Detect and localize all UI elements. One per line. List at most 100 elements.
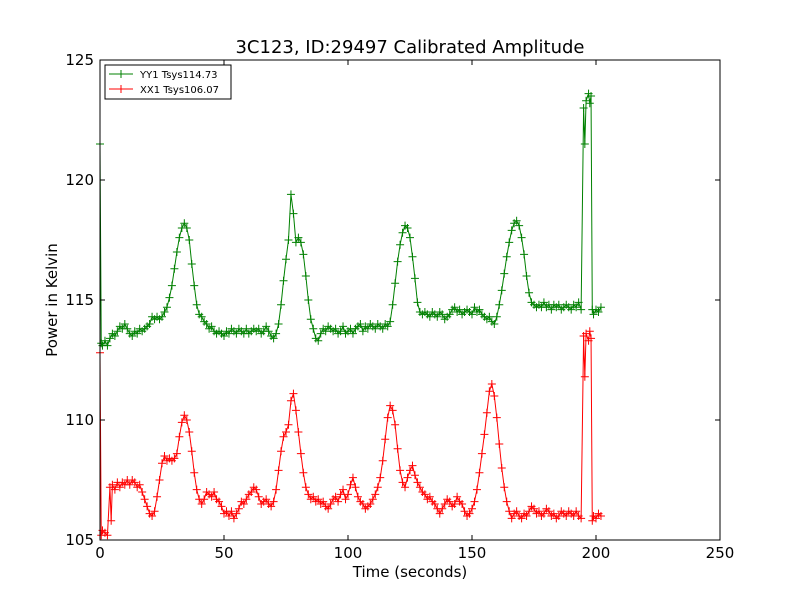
data-point xyxy=(269,497,278,506)
data-point xyxy=(319,497,328,506)
data-point xyxy=(572,303,581,312)
data-point xyxy=(239,500,248,508)
data-point xyxy=(522,512,531,520)
data-point xyxy=(433,312,442,321)
data-point xyxy=(445,497,454,506)
data-point xyxy=(321,327,330,336)
data-point xyxy=(534,507,543,516)
data-point xyxy=(187,447,196,456)
data-point xyxy=(110,485,119,494)
data-point xyxy=(470,497,479,506)
data-point xyxy=(396,466,405,475)
data-point xyxy=(153,492,162,501)
data-point xyxy=(455,305,464,314)
data-point xyxy=(279,432,288,441)
data-point xyxy=(215,497,224,506)
data-point xyxy=(589,310,598,319)
data-point xyxy=(180,411,189,420)
data-point xyxy=(192,300,201,309)
data-point xyxy=(284,420,293,429)
data-point xyxy=(274,466,283,475)
data-point xyxy=(596,303,605,312)
data-point xyxy=(485,312,494,321)
data-point xyxy=(100,336,109,345)
data-point xyxy=(408,252,417,261)
data-point xyxy=(562,512,571,520)
data-point xyxy=(413,478,422,487)
data-point xyxy=(160,452,169,460)
data-point xyxy=(438,504,447,513)
data-point xyxy=(232,329,241,338)
data-point xyxy=(289,389,298,398)
data-point xyxy=(140,495,149,504)
data-point xyxy=(378,324,387,333)
data-point xyxy=(331,492,340,501)
legend-xx1-label: XX1 Tsys106.07 xyxy=(140,85,219,96)
y-tick-label: 110 xyxy=(65,411,94,429)
data-point xyxy=(468,310,476,319)
data-point xyxy=(470,303,479,312)
data-point xyxy=(398,228,407,237)
data-point xyxy=(289,209,298,218)
data-point xyxy=(351,483,360,492)
data-point xyxy=(348,473,357,482)
y-axis-label: Power in Kelvin xyxy=(43,243,61,357)
data-point xyxy=(408,461,417,470)
legend-frame xyxy=(104,64,232,100)
data-point xyxy=(356,320,365,328)
data-point xyxy=(103,531,112,540)
data-point xyxy=(202,320,211,328)
data-point xyxy=(453,492,462,501)
data-point xyxy=(366,500,375,508)
data-point xyxy=(339,322,348,331)
data-point xyxy=(306,315,315,324)
data-point xyxy=(301,272,310,280)
data-point xyxy=(585,327,594,336)
data-point xyxy=(420,490,429,499)
data-point xyxy=(282,255,290,264)
data-point xyxy=(299,468,308,477)
data-point xyxy=(162,303,171,312)
data-point xyxy=(579,104,588,112)
data-point xyxy=(388,406,397,415)
data-point xyxy=(403,224,412,232)
data-point xyxy=(103,341,112,350)
data-point xyxy=(440,500,449,508)
data-point xyxy=(113,327,122,336)
data-point xyxy=(403,473,412,482)
data-point xyxy=(262,495,271,504)
data-point xyxy=(182,416,191,424)
ticks-layer: 0 50 100 150 200 250 105 110 115 120 125 xyxy=(65,51,734,562)
data-point xyxy=(396,240,405,249)
data-point xyxy=(505,507,514,516)
legend-yy1-label: YY1 Tsys114.73 xyxy=(139,70,218,81)
data-point xyxy=(110,332,119,340)
legend-yy1-marker xyxy=(117,70,125,78)
data-point xyxy=(482,408,491,417)
data-point xyxy=(267,502,276,511)
data-point xyxy=(413,298,422,307)
data-point xyxy=(406,233,414,242)
data-point xyxy=(410,274,419,283)
plot-area xyxy=(100,60,720,540)
data-point xyxy=(167,281,176,290)
data-point xyxy=(398,478,407,487)
data-point xyxy=(585,99,594,108)
y-tick-label: 105 xyxy=(65,531,94,549)
data-point xyxy=(554,300,563,309)
data-point xyxy=(286,396,295,405)
data-point xyxy=(224,329,233,338)
data-point xyxy=(324,504,333,513)
data-point xyxy=(497,464,506,472)
data-point xyxy=(406,466,414,475)
data-point xyxy=(207,322,216,331)
data-point xyxy=(596,512,605,520)
data-point xyxy=(450,500,459,508)
data-point xyxy=(438,310,447,319)
data-point xyxy=(368,495,377,504)
data-point xyxy=(269,334,278,343)
x-axis-label: Time (seconds) xyxy=(352,563,468,581)
series-xx1 xyxy=(96,327,605,540)
data-point xyxy=(210,488,219,496)
data-point xyxy=(145,320,154,328)
